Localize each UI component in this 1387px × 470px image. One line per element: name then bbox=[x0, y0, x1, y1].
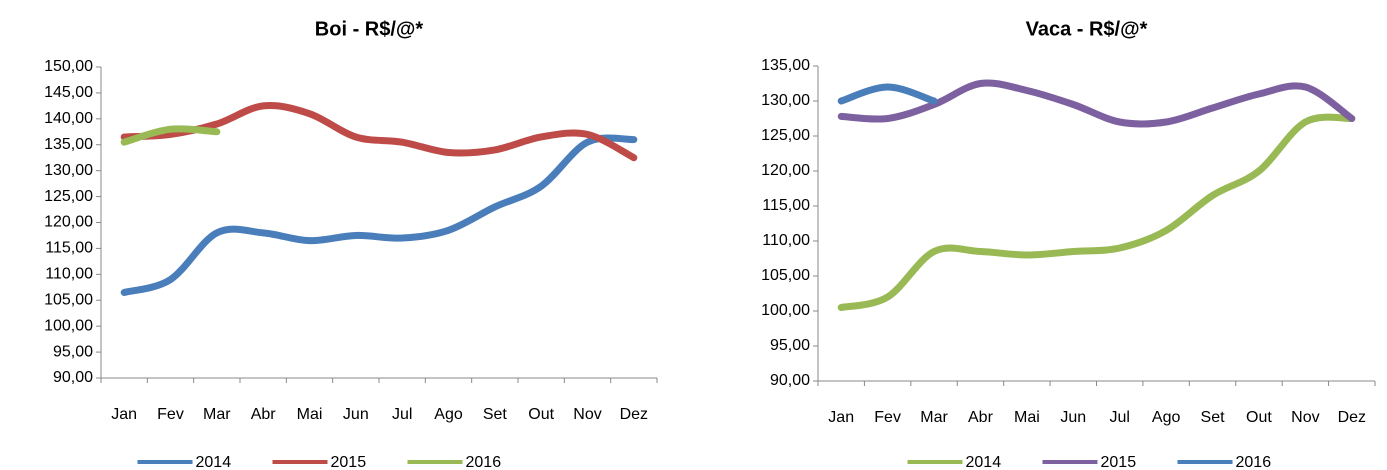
x-tick-label: Jul bbox=[1109, 409, 1129, 426]
legend-label: 2015 bbox=[331, 454, 367, 470]
x-tick-label: Abr bbox=[251, 406, 277, 423]
legend-label: 2016 bbox=[466, 454, 502, 470]
y-tick-label: 140,00 bbox=[44, 110, 93, 127]
x-tick-label: Set bbox=[483, 406, 508, 423]
legend-label: 2014 bbox=[966, 454, 1002, 470]
x-tick-label: Nov bbox=[573, 406, 601, 423]
legend-label: 2015 bbox=[1101, 454, 1137, 470]
y-tick-label: 125,00 bbox=[44, 188, 93, 205]
series-line bbox=[120, 102, 638, 162]
y-tick-label: 135,00 bbox=[44, 136, 93, 153]
x-tick-label: Ago bbox=[1152, 409, 1181, 426]
x-tick-label: Jun bbox=[343, 406, 369, 423]
x-tick-label: Fev bbox=[874, 409, 901, 426]
x-tick-label: Mar bbox=[203, 406, 231, 423]
y-tick-label: 130,00 bbox=[761, 92, 810, 109]
x-tick-label: Mai bbox=[1014, 409, 1040, 426]
chart-title: Boi - R$/@* bbox=[315, 18, 424, 40]
legend-label: 2014 bbox=[196, 454, 232, 470]
y-tick-label: 95,00 bbox=[770, 337, 810, 354]
y-tick-label: 105,00 bbox=[761, 267, 810, 284]
y-tick-label: 100,00 bbox=[44, 317, 93, 334]
series-line bbox=[837, 113, 1356, 311]
y-tick-label: 135,00 bbox=[761, 57, 810, 74]
y-tick-label: 105,00 bbox=[44, 291, 93, 308]
series-line bbox=[837, 83, 938, 105]
chart-title: Vaca - R$/@* bbox=[1026, 18, 1148, 40]
y-tick-label: 130,00 bbox=[44, 162, 93, 179]
x-tick-label: Mai bbox=[297, 406, 323, 423]
y-tick-label: 90,00 bbox=[53, 369, 93, 386]
y-tick-label: 150,00 bbox=[44, 58, 93, 75]
y-tick-label: 115,00 bbox=[45, 240, 93, 257]
x-tick-label: Nov bbox=[1291, 409, 1319, 426]
y-tick-label: 115,00 bbox=[762, 197, 810, 214]
y-tick-label: 90,00 bbox=[770, 372, 810, 389]
series-line bbox=[837, 79, 1356, 128]
x-tick-label: Out bbox=[528, 406, 554, 423]
x-tick-label: Jul bbox=[392, 406, 412, 423]
y-tick-label: 120,00 bbox=[44, 214, 93, 231]
y-tick-label: 120,00 bbox=[761, 162, 810, 179]
x-tick-label: Dez bbox=[620, 406, 648, 423]
y-tick-label: 110,00 bbox=[45, 266, 93, 283]
x-tick-label: Abr bbox=[968, 409, 994, 426]
y-tick-label: 110,00 bbox=[762, 232, 810, 249]
x-tick-label: Jan bbox=[828, 409, 854, 426]
x-tick-label: Out bbox=[1246, 409, 1272, 426]
x-tick-label: Jun bbox=[1060, 409, 1086, 426]
series-line bbox=[120, 134, 638, 296]
x-tick-label: Dez bbox=[1338, 409, 1366, 426]
x-tick-label: Mar bbox=[920, 409, 948, 426]
legend-label: 2016 bbox=[1236, 454, 1272, 470]
x-tick-label: Jan bbox=[111, 406, 137, 423]
x-tick-label: Ago bbox=[434, 406, 463, 423]
x-tick-label: Fev bbox=[157, 406, 184, 423]
y-tick-label: 125,00 bbox=[761, 127, 810, 144]
x-tick-label: Set bbox=[1201, 409, 1226, 426]
y-tick-label: 145,00 bbox=[44, 84, 93, 101]
y-tick-label: 100,00 bbox=[761, 302, 810, 319]
y-tick-label: 95,00 bbox=[53, 343, 93, 360]
series-line bbox=[120, 125, 221, 146]
